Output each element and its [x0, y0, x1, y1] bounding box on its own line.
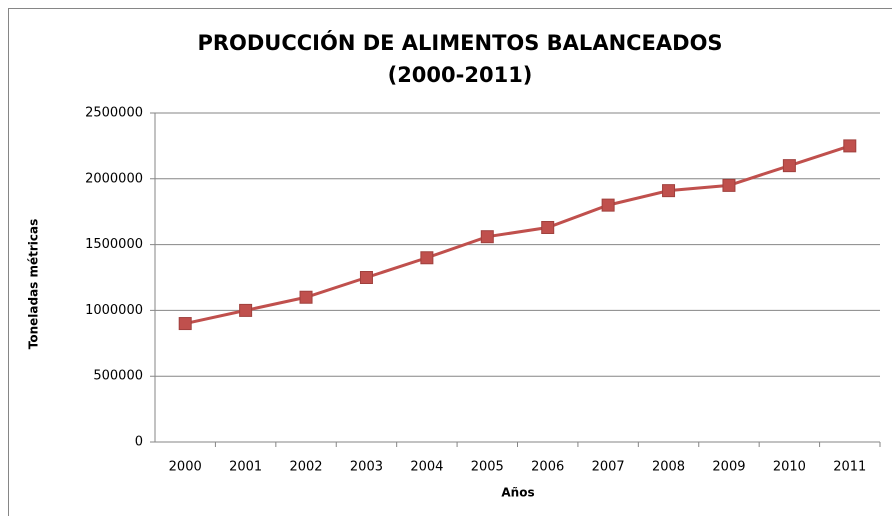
marker	[299, 290, 313, 304]
line	[184, 144, 851, 326]
y-tick-label: 1000000	[85, 303, 143, 318]
x-tick-label: 2000	[169, 460, 202, 475]
x-tick-label: 2008	[652, 460, 685, 475]
y-tick-label: 2500000	[85, 106, 143, 121]
marker	[541, 220, 555, 234]
marker	[420, 251, 434, 265]
x-tick-label: 2001	[229, 460, 262, 475]
marker	[722, 178, 736, 192]
y-tick-label: 2000000	[85, 171, 143, 186]
x-tick-label: 2010	[773, 460, 806, 475]
marker	[601, 198, 615, 212]
x-tick-label: 2011	[833, 460, 866, 475]
x-tick-label: 2005	[471, 460, 504, 475]
x-tick-label: 2004	[410, 460, 443, 475]
x-tick-label: 2002	[289, 460, 322, 475]
marker	[480, 230, 494, 244]
marker	[662, 184, 676, 198]
chart-title: PRODUCCIÓN DE ALIMENTOS BALANCEADOS	[197, 30, 722, 55]
chart-title: (2000-2011)	[388, 63, 533, 87]
x-tick-label: 2003	[350, 460, 383, 475]
x-tick-label: 2007	[592, 460, 625, 475]
y-tick-label: 0	[135, 435, 143, 450]
chart-border	[8, 8, 892, 516]
y-axis-title: Toneladas métricas	[27, 219, 41, 350]
marker	[782, 159, 796, 173]
x-tick-label: 2006	[531, 460, 564, 475]
marker	[843, 139, 857, 153]
marker	[239, 303, 253, 317]
y-tick-label: 1500000	[85, 237, 143, 252]
x-axis-title: Años	[501, 486, 534, 500]
x-tick-label: 2009	[712, 460, 745, 475]
marker	[359, 271, 373, 284]
marker	[178, 317, 192, 331]
y-tick-label: 500000	[93, 369, 143, 384]
